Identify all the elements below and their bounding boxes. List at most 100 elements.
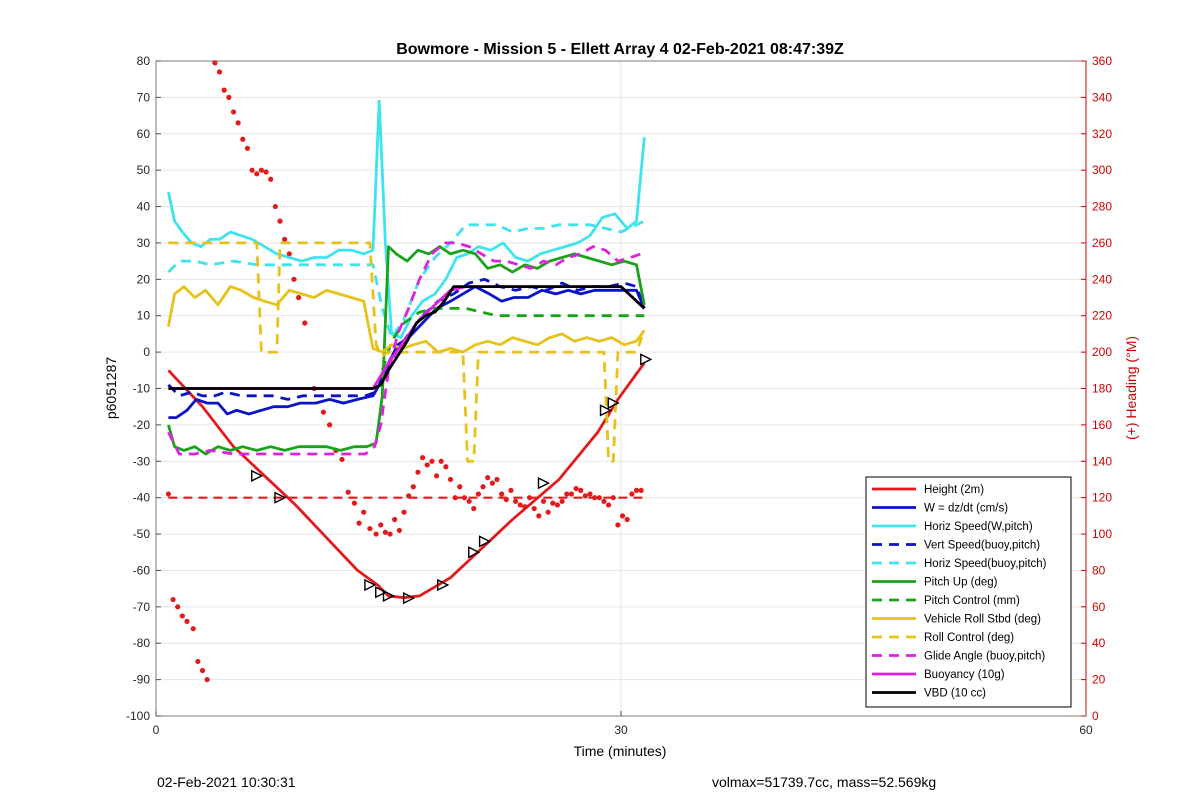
series-w-dz-dt-cm-s [168,285,646,420]
chart-title: Bowmore - Mission 5 - Ellett Array 4 02-… [396,41,844,58]
heading-point [633,487,640,493]
heading-point [396,527,402,534]
heading-point [629,491,635,497]
legend-entry: Pitch Up (deg) [924,577,998,589]
y-tick-label: 70 [137,90,151,104]
heading-point [244,145,251,151]
y2-tick-label: 40 [1092,636,1106,650]
heading-point [410,484,416,490]
heading-point [327,422,333,428]
y-tick-label: 80 [137,54,151,68]
heading-point [499,491,505,497]
height-marker [402,591,416,605]
legend-entry: W = dz/dt (cm/s) [924,503,1008,515]
x-tick-label: 60 [1079,723,1093,737]
heading-point [263,169,269,175]
heading-point [356,520,362,526]
heading-point [420,455,426,461]
heading-point [351,500,357,506]
heading-point [559,498,565,504]
heading-point [378,522,384,528]
legend-entry: Horiz Speed(buoy,pitch) [924,558,1047,570]
heading-point [573,485,579,492]
y-tick-label: -60 [133,563,151,577]
footer-timestamp: 02-Feb-2021 10:30:31 [157,774,296,790]
y2-tick-label: 320 [1092,127,1112,141]
heading-point [517,502,523,508]
heading-point [638,487,644,493]
y-tick-label: -80 [133,636,151,650]
heading-point [540,498,547,504]
legend-entry: Roll Control (deg) [924,632,1014,644]
y2-tick-label: 280 [1092,200,1112,214]
y-tick-label: 10 [137,309,151,323]
heading-point [254,171,260,177]
heading-point [235,120,241,126]
heading-point [367,525,373,532]
heading-point [286,251,292,257]
heading-point [268,176,274,182]
y2-tick-label: 160 [1092,418,1112,432]
heading-point [489,480,495,486]
heading-point [494,476,500,483]
heading-point [610,495,616,501]
heading-point [457,484,463,490]
y-axis-label: p6051287 [103,357,119,420]
y-tick-label: 50 [137,163,151,177]
legend-entry: Buoyancy (10g) [924,669,1005,681]
heading-point [443,464,449,470]
y-axis-left: -100-90-80-70-60-50-40-30-20-10010203040… [126,54,161,723]
y-tick-label: 30 [137,236,151,250]
height-marker [437,578,450,592]
legend-entry: Vehicle Roll Stbd (deg) [924,614,1041,626]
heading-point [433,473,440,479]
series-height-2m [167,362,646,600]
y-tick-label: 40 [137,200,151,214]
series-vbd-10-cc [168,285,646,390]
y2-tick-label: 340 [1092,90,1112,104]
footer-stats: volmax=51739.7cc, mass=52.569kg [712,774,937,790]
y2-tick-label: 140 [1092,454,1112,468]
y2-tick-label: 120 [1092,491,1112,505]
y-axis-right: 0 20 40 60 80 100 120 140 160 180 200 220 240 260 280 3… [1081,54,1112,723]
series-glide-angle-buoy-pitch [167,241,642,456]
y-tick-label: -30 [133,454,151,468]
heading-point [230,109,237,115]
heading-point [165,491,171,497]
heading-point [277,218,283,224]
y2-tick-label: 100 [1092,527,1112,541]
heading-point [216,69,223,75]
height-marker [537,476,551,490]
heading-point [320,409,326,415]
y-tick-label: -90 [133,673,151,687]
y-tick-label: 20 [137,272,151,286]
heading-point [175,604,181,610]
heading-point [199,667,206,674]
heading-point [204,677,210,683]
heading-point [461,495,468,501]
heading-point [438,458,444,464]
series-horiz-speed-w-pitch [167,99,646,340]
series-vehicle-roll-stbd-deg [167,285,646,354]
heading-point [582,493,588,499]
heading-point [568,491,575,497]
x-tick-label: 30 [614,723,628,737]
heading-point [415,469,421,475]
height-marker [251,469,264,482]
y2-tick-label: 80 [1092,563,1106,577]
heading-point [531,505,537,512]
heading-point [190,626,196,632]
legend-entry: VBD (10 cc) [924,688,986,700]
x-tick-label: 0 [153,723,160,737]
legend-entry: Vert Speed(buoy,pitch) [924,540,1040,552]
heading-point [361,509,367,515]
series-pitch-up-deg [167,245,646,456]
height-marker [478,535,492,548]
heading-point [382,529,388,535]
height-marker [607,396,620,410]
data-layer [165,60,653,683]
heading-point [258,167,264,173]
y2-tick-label: 220 [1092,309,1112,323]
heading-point [195,658,201,665]
y2-axis-label: (+) Heading (°M) [1123,336,1139,440]
